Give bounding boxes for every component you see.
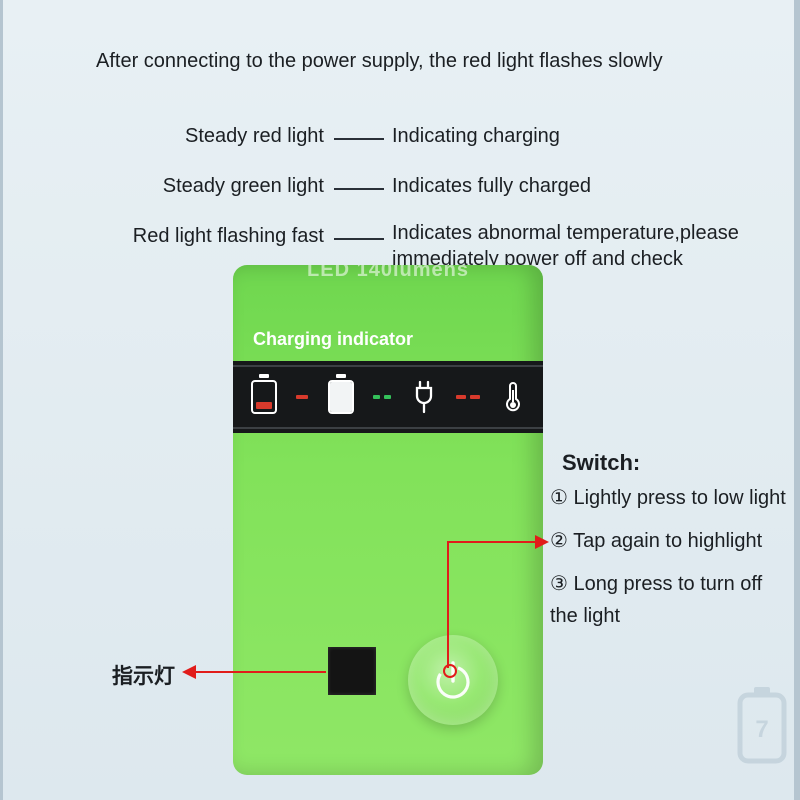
legend-right-1: Indicating charging xyxy=(392,125,560,148)
watermark-icon: 7 xyxy=(732,685,792,770)
sep-red-dots xyxy=(456,395,480,399)
legend-dash-1 xyxy=(334,138,384,140)
infographic-canvas: After connecting to the power supply, th… xyxy=(0,0,800,800)
frame-left xyxy=(0,0,3,800)
arrow-switch-origin xyxy=(443,664,457,678)
sep-green-dots xyxy=(373,395,391,399)
charging-indicator-label: Charging indicator xyxy=(253,329,413,350)
device-card: LED 140lumens Charging indicator xyxy=(233,265,543,775)
arrow-switch-h xyxy=(447,541,537,543)
sep-red-dash xyxy=(296,395,308,399)
arrow-switch-head xyxy=(535,535,549,549)
legend-left-1: Steady red light xyxy=(185,125,324,148)
switch-item-1: ① Lightly press to low light xyxy=(550,485,786,510)
arrow-indicator-h xyxy=(195,671,326,673)
switch-item-2: ② Tap again to highlight xyxy=(550,528,762,553)
legend-left-3: Red light flashing fast xyxy=(133,225,324,248)
switch-heading: Switch: xyxy=(562,450,640,476)
indicator-icon-strip xyxy=(233,361,543,433)
plug-icon xyxy=(411,380,437,414)
legend-right-3: Indicates abnormal temperature,please xyxy=(392,222,739,245)
top-description: After connecting to the power supply, th… xyxy=(96,50,663,73)
battery-full-icon xyxy=(328,380,354,414)
arrow-indicator-head xyxy=(182,665,196,679)
frame-right xyxy=(794,0,800,800)
legend-left-2: Steady green light xyxy=(163,175,324,198)
svg-text:7: 7 xyxy=(755,716,768,743)
power-button[interactable] xyxy=(408,635,498,725)
legend-right-2: Indicates fully charged xyxy=(392,175,591,198)
indicator-led-square xyxy=(328,647,376,695)
switch-item-3b: the light xyxy=(550,605,620,628)
indicator-label-cn: 指示灯 xyxy=(112,660,175,690)
switch-item-3: ③ Long press to turn off xyxy=(550,571,762,596)
arrow-switch-v xyxy=(447,542,449,668)
thermometer-icon xyxy=(500,380,526,414)
battery-low-icon xyxy=(251,380,277,414)
legend-dash-3 xyxy=(334,238,384,240)
device-top-label: LED 140lumens xyxy=(233,265,543,282)
legend-dash-2 xyxy=(334,188,384,190)
